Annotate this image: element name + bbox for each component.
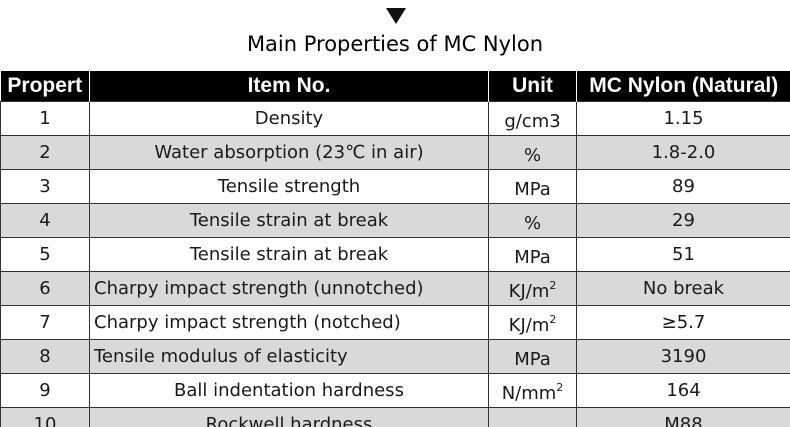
header-mc-nylon-natural: MC Nylon (Natural) [576,71,790,101]
row-item: Ball indentation hardness [89,372,489,408]
row-unit: N/mm2 [488,372,577,408]
row-value: 51 [576,236,790,272]
header-item-no: Item No. [89,71,489,101]
header-unit: Unit [488,71,577,101]
row-item: Charpy impact strength (notched) [89,304,489,340]
row-unit: - [488,406,577,427]
row-number: 4 [0,202,90,238]
row-number: 10 [0,406,90,427]
table-row: 10 Rockwell hardness - M88 [0,406,790,427]
row-number: 8 [0,338,90,374]
table-row: 3 Tensile strength MPa 89 [0,168,790,204]
properties-table: Propert Item No. Unit MC Nylon (Natural)… [0,71,790,427]
row-item: Rockwell hardness [89,406,489,427]
row-item: Charpy impact strength (unnotched) [89,270,489,306]
row-unit: MPa [488,168,577,204]
row-item: Tensile strain at break [89,202,489,238]
row-value: 89 [576,168,790,204]
row-unit: MPa [488,338,577,374]
row-value: No break [576,270,790,306]
row-value: ≥5.7 [576,304,790,340]
table-header-row: Propert Item No. Unit MC Nylon (Natural) [0,71,790,101]
table-row: 7 Charpy impact strength (notched) KJ/m2… [0,304,790,340]
row-number: 7 [0,304,90,340]
row-value: 1.15 [576,100,790,136]
table-row: 6 Charpy impact strength (unnotched) KJ/… [0,270,790,306]
header-property: Propert [0,71,90,101]
row-item: Tensile strength [89,168,489,204]
row-unit: % [488,202,577,238]
row-value: 3190 [576,338,790,374]
row-number: 5 [0,236,90,272]
row-number: 3 [0,168,90,204]
row-unit: g/cm3 [488,100,577,136]
page-title: Main Properties of MC Nylon [246,32,544,56]
table-row: 5 Tensile strain at break MPa 51 [0,236,790,272]
row-value: 29 [576,202,790,238]
row-item: Water absorption (23℃ in air) [89,134,489,170]
row-item: Density [89,100,489,136]
row-item: Tensile modulus of elasticity [89,338,489,374]
row-number: 1 [0,100,90,136]
row-unit: KJ/m2 [488,270,577,306]
row-number: 6 [0,270,90,306]
down-arrow-icon [386,8,406,24]
row-value: 1.8-2.0 [576,134,790,170]
row-item: Tensile strain at break [89,236,489,272]
table-row: 1 Density g/cm3 1.15 [0,100,790,136]
table-row: 8 Tensile modulus of elasticity MPa 3190 [0,338,790,374]
table-row: 9 Ball indentation hardness N/mm2 164 [0,372,790,408]
row-number: 2 [0,134,90,170]
row-unit: KJ/m2 [488,304,577,340]
row-unit: % [488,134,577,170]
table-row: 2 Water absorption (23℃ in air) % 1.8-2.… [0,134,790,170]
row-number: 9 [0,372,90,408]
row-unit: MPa [488,236,577,272]
row-value: M88 [576,406,790,427]
row-value: 164 [576,372,790,408]
table-row: 4 Tensile strain at break % 29 [0,202,790,238]
